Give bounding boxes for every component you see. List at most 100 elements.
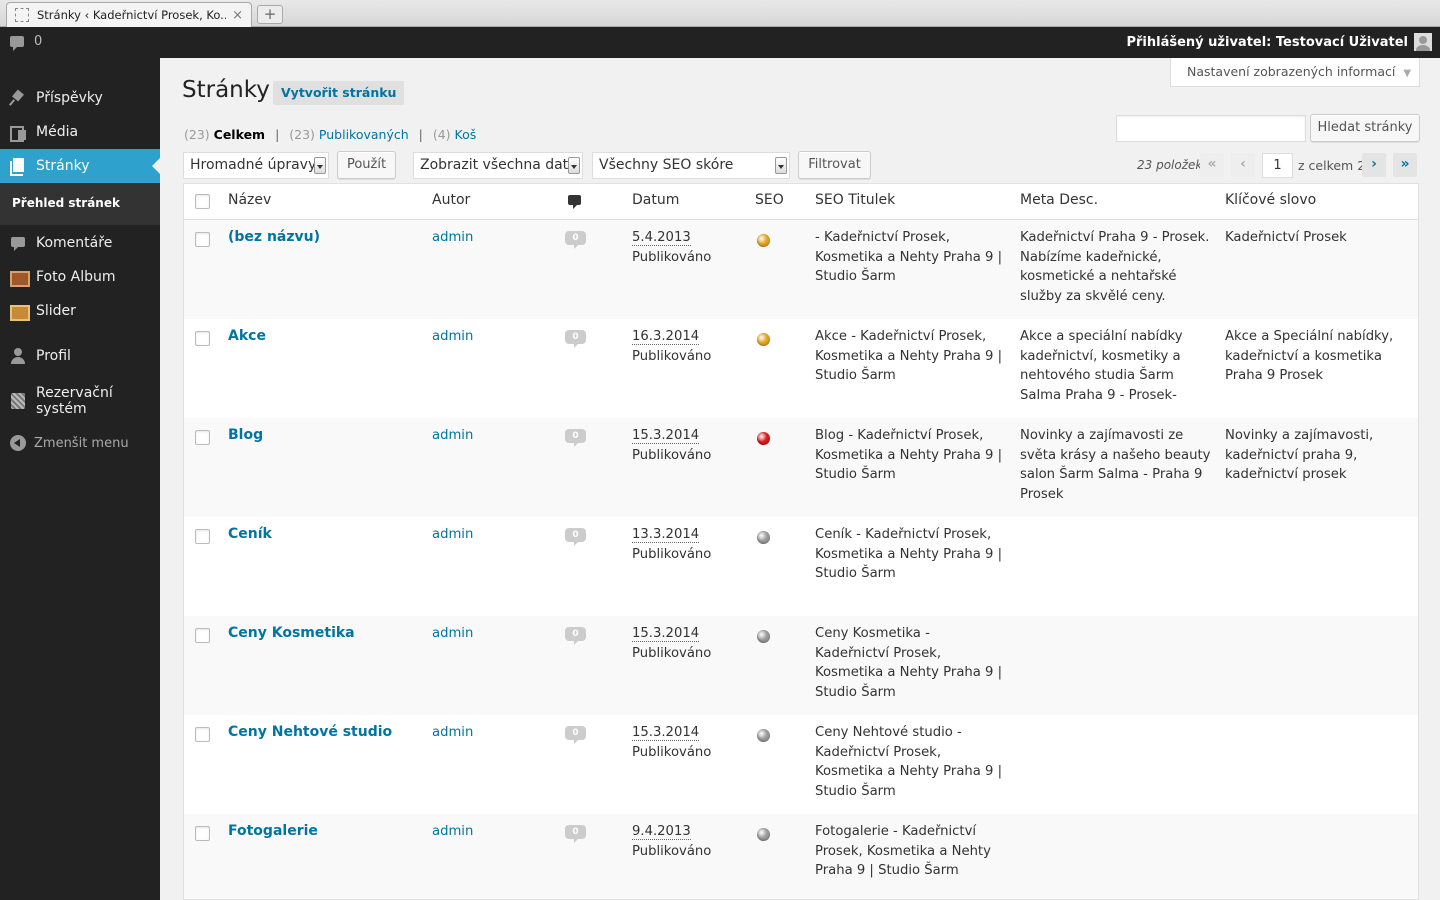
page-title-link[interactable]: Akce — [228, 328, 266, 344]
column-seo-title[interactable]: SEO Titulek — [815, 192, 896, 208]
date-cell: 15.3.2014 Publikováno — [632, 624, 747, 663]
admin-bar-comments[interactable]: 0 — [10, 34, 43, 51]
date-filter-value: Zobrazit všechna data — [420, 157, 577, 173]
sidebar-item-photo-album[interactable]: Foto Album — [0, 260, 160, 294]
page-title-link[interactable]: Fotogalerie — [228, 823, 318, 839]
new-tab-button[interactable]: + — [257, 5, 283, 24]
sidebar-item-comments[interactable]: Komentáře — [0, 226, 160, 260]
row-checkbox[interactable] — [195, 232, 210, 247]
browser-tab-strip: Stránky ‹ Kadeřnictví Prosek, Ko... × + — [0, 0, 1440, 27]
view-all[interactable]: (23) Celkem — [184, 127, 266, 142]
sidebar-item-reservation[interactable]: Rezervační systém — [0, 384, 160, 418]
reservation-icon — [10, 393, 26, 409]
row-checkbox[interactable] — [195, 529, 210, 544]
search-pages-button[interactable]: Hledat stránky — [1310, 114, 1420, 142]
column-title[interactable]: Název — [228, 192, 272, 208]
comment-count-bubble[interactable]: 0 — [565, 429, 586, 447]
row-checkbox[interactable] — [195, 628, 210, 643]
seo-score-dot — [757, 333, 770, 346]
author-link[interactable]: admin — [432, 230, 474, 245]
seo-score-dot — [757, 828, 770, 841]
author-link[interactable]: admin — [432, 428, 474, 443]
search-input[interactable] — [1116, 115, 1306, 142]
date-cell: 15.3.2014 Publikováno — [632, 426, 747, 465]
last-page-button[interactable]: » — [1393, 153, 1417, 177]
page-title-link[interactable]: (bez názvu) — [228, 229, 320, 245]
admin-bar-user[interactable]: Přihlášený uživatel: Testovací Uživatel — [1126, 33, 1432, 51]
screen-options-label: Nastavení zobrazených informací — [1187, 64, 1396, 79]
row-checkbox[interactable] — [195, 331, 210, 346]
sidebar-item-media[interactable]: Média — [0, 115, 160, 149]
view-trash[interactable]: (4) Koš — [432, 127, 477, 142]
publish-status: Publikováno — [632, 843, 712, 859]
sidebar-item-label: Slider — [36, 303, 76, 319]
apply-button[interactable]: Použít — [337, 151, 396, 179]
add-new-page-button[interactable]: Vytvořit stránku — [273, 81, 405, 105]
prev-page-button[interactable]: ‹ — [1231, 153, 1255, 177]
select-all-checkbox[interactable] — [195, 194, 210, 209]
sidebar-item-label: Rezervační systém — [36, 385, 113, 417]
comment-count: 0 — [34, 34, 43, 49]
pages-icon — [10, 158, 26, 176]
bulk-actions-select[interactable]: Hromadné úpravy — [183, 152, 329, 179]
meta-desc-cell: Kadeřnictví Praha 9 - Prosek. Nabízíme k… — [1020, 230, 1210, 304]
screen-options-toggle[interactable]: Nastavení zobrazených informací ▼ — [1170, 58, 1420, 87]
media-icon — [10, 124, 26, 142]
triangle-down-icon: ▼ — [1403, 68, 1412, 79]
page-title-link[interactable]: Ceny Nehtové studio — [228, 724, 393, 740]
column-date[interactable]: Datum — [632, 192, 680, 208]
date-filter-select[interactable]: Zobrazit všechna data — [413, 152, 583, 179]
publish-status: Publikováno — [632, 546, 712, 562]
author-link[interactable]: admin — [432, 725, 474, 740]
comment-count-bubble[interactable]: 0 — [565, 726, 586, 744]
date-cell: 13.3.2014 Publikováno — [632, 525, 747, 564]
page-title-link[interactable]: Ceny Kosmetika — [228, 625, 355, 641]
sidebar-item-slider[interactable]: Slider — [0, 294, 160, 328]
seo-score-dot — [757, 729, 770, 742]
bulk-actions-value: Hromadné úpravy — [190, 157, 317, 173]
table-row: Akce admin 0 16.3.2014 Publikováno Akce - Kad… — [184, 319, 1418, 418]
author-link[interactable]: admin — [432, 824, 474, 839]
column-meta-desc[interactable]: Meta Desc. — [1020, 192, 1099, 208]
row-checkbox[interactable] — [195, 430, 210, 445]
next-page-button[interactable]: › — [1362, 153, 1386, 177]
seo-score-dot — [757, 234, 770, 247]
view-published[interactable]: (23) Publikovaných — [289, 127, 409, 142]
comment-count-bubble[interactable]: 0 — [565, 627, 586, 645]
sidebar-item-posts[interactable]: Příspěvky — [0, 81, 160, 115]
comment-count-bubble[interactable]: 0 — [565, 330, 586, 348]
table-row: Blog admin 0 15.3.2014 Publikováno Blog - Kad… — [184, 418, 1418, 517]
page-title-link[interactable]: Ceník — [228, 526, 272, 542]
comment-count-bubble[interactable]: 0 — [565, 528, 586, 546]
author-link[interactable]: admin — [432, 329, 474, 344]
seo-score-dot — [757, 432, 770, 445]
page-title-link[interactable]: Blog — [228, 427, 264, 443]
seo-title-cell: Ceník - Kadeřnictví Prosek, Kosmetika a … — [815, 527, 1003, 582]
browser-tab[interactable]: Stránky ‹ Kadeřnictví Prosek, Ko... × — [6, 2, 252, 27]
close-tab-icon[interactable]: × — [232, 7, 243, 23]
seo-score-select[interactable]: Všechny SEO skóre — [592, 152, 790, 179]
keyword-cell: Kadeřnictví Prosek — [1225, 230, 1347, 245]
first-page-button[interactable]: « — [1200, 153, 1224, 177]
publish-date: 9.4.2013 — [632, 824, 691, 840]
collapse-menu-button[interactable]: Zmenšit menu — [10, 435, 129, 451]
column-seo[interactable]: SEO — [755, 192, 784, 208]
submenu-item-all-pages[interactable]: Přehled stránek — [12, 196, 120, 210]
author-link[interactable]: admin — [432, 626, 474, 641]
row-checkbox[interactable] — [195, 826, 210, 841]
sidebar-item-profile[interactable]: Profil — [0, 339, 160, 373]
comment-count-bubble[interactable]: 0 — [565, 231, 586, 249]
filter-button[interactable]: Filtrovat — [798, 151, 871, 179]
keyword-cell: Akce a Speciální nabídky, kadeřnictví a … — [1225, 329, 1394, 384]
comments-column-icon[interactable] — [568, 195, 581, 209]
comment-count-bubble[interactable]: 0 — [565, 825, 586, 843]
comments-icon — [10, 235, 26, 251]
row-checkbox[interactable] — [195, 727, 210, 742]
page-title: Stránky — [182, 77, 270, 103]
current-page-input[interactable]: 1 — [1262, 153, 1293, 178]
logged-in-user-text: Přihlášený uživatel: Testovací Uživatel — [1126, 34, 1408, 50]
author-link[interactable]: admin — [432, 527, 474, 542]
sidebar-item-pages[interactable]: Stránky — [0, 149, 160, 183]
date-cell: 15.3.2014 Publikováno — [632, 723, 747, 762]
column-keyword[interactable]: Klíčové slovo — [1225, 192, 1317, 208]
